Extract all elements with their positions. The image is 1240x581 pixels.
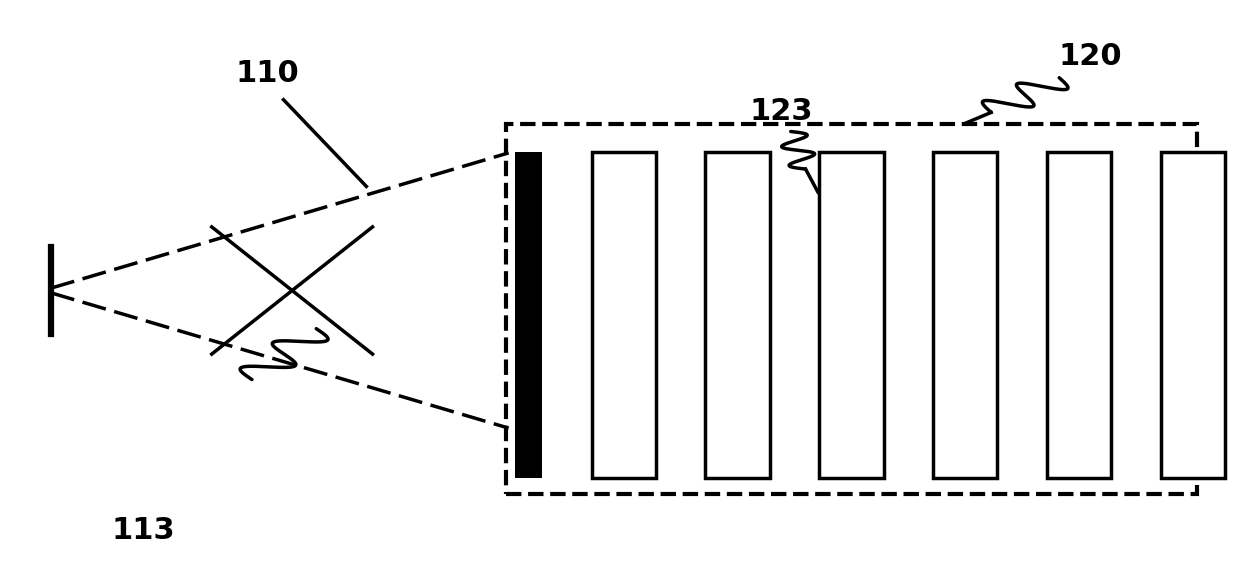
Bar — [1161, 152, 1225, 478]
Bar — [1047, 152, 1111, 478]
Bar — [515, 152, 542, 478]
Bar — [706, 152, 770, 478]
Bar — [506, 124, 1197, 494]
Text: 123: 123 — [749, 97, 812, 125]
Bar — [932, 152, 997, 478]
Text: 113: 113 — [112, 516, 176, 545]
Bar — [820, 152, 884, 478]
Text: 110: 110 — [236, 59, 299, 88]
Bar — [591, 152, 656, 478]
Text: 120: 120 — [1058, 42, 1122, 71]
